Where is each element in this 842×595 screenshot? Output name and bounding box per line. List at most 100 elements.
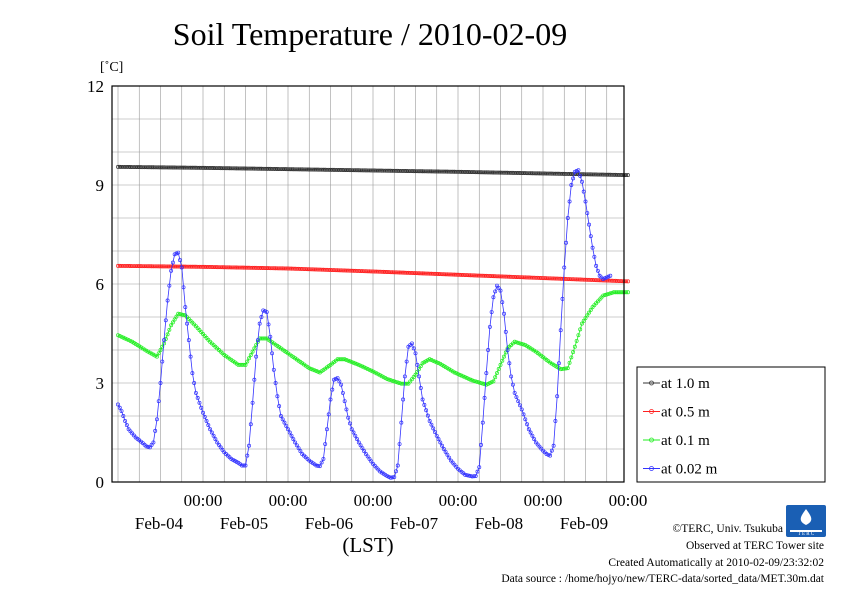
series-point bbox=[496, 286, 501, 291]
y-tick-label: 9 bbox=[96, 176, 105, 195]
series-point bbox=[390, 378, 395, 383]
series-point bbox=[610, 290, 615, 295]
series-point bbox=[404, 381, 409, 386]
series-point bbox=[521, 342, 526, 347]
series-point bbox=[624, 173, 629, 178]
plot-frame bbox=[111, 85, 625, 483]
series-point bbox=[243, 362, 248, 367]
series-point bbox=[165, 332, 170, 337]
series-point bbox=[549, 448, 554, 453]
series-point bbox=[583, 199, 588, 204]
series-point bbox=[518, 341, 522, 346]
series-point bbox=[608, 273, 613, 278]
x-tick-date: Feb-07 bbox=[390, 514, 439, 533]
series-point bbox=[278, 414, 283, 418]
series-point bbox=[340, 390, 345, 395]
series-point bbox=[289, 433, 294, 438]
series-point bbox=[307, 366, 312, 371]
series-point bbox=[571, 350, 576, 355]
series-point bbox=[220, 447, 225, 452]
series-point bbox=[413, 351, 418, 356]
series-point bbox=[243, 463, 248, 468]
series-point bbox=[287, 430, 292, 435]
series-point bbox=[564, 366, 568, 371]
series-point bbox=[415, 369, 420, 374]
series-point bbox=[509, 374, 514, 379]
series-point bbox=[156, 399, 161, 404]
series-point bbox=[155, 417, 159, 422]
series-point bbox=[252, 346, 257, 351]
series-point bbox=[530, 433, 535, 438]
series-point bbox=[470, 474, 475, 479]
series-point bbox=[362, 449, 367, 454]
series-point bbox=[567, 360, 572, 365]
data-source: Data source : /home/hojyo/new/TERC-data/… bbox=[501, 573, 824, 585]
series-point bbox=[411, 346, 416, 351]
series-point bbox=[564, 240, 568, 245]
series-point bbox=[179, 312, 184, 317]
series-point bbox=[475, 380, 480, 384]
series-point bbox=[392, 475, 397, 479]
series-point bbox=[502, 311, 506, 316]
series-point bbox=[495, 283, 499, 288]
series-point bbox=[427, 419, 432, 423]
series-point bbox=[167, 327, 172, 332]
series-point bbox=[510, 382, 515, 387]
series-point bbox=[424, 408, 429, 413]
created-timestamp: Created Automatically at 2010-02-09/23:3… bbox=[608, 557, 824, 569]
series-point bbox=[263, 336, 267, 341]
x-tick-date: Feb-06 bbox=[305, 514, 353, 533]
series-point bbox=[436, 437, 441, 442]
x-tick-time: 00:00 bbox=[184, 491, 223, 510]
series-point bbox=[468, 474, 473, 478]
series-point bbox=[410, 341, 414, 346]
series-point bbox=[197, 400, 202, 405]
series-point bbox=[193, 390, 198, 395]
series-point bbox=[323, 442, 328, 446]
series-point bbox=[160, 344, 165, 349]
series-point bbox=[585, 313, 590, 318]
series-point bbox=[588, 234, 593, 239]
series-point bbox=[415, 362, 420, 367]
terc-logo: T E R C bbox=[786, 505, 826, 537]
series-point bbox=[526, 427, 531, 432]
series-point bbox=[397, 442, 402, 446]
series-point bbox=[624, 279, 629, 284]
series-point bbox=[241, 362, 246, 367]
series-point bbox=[206, 423, 211, 428]
series-point bbox=[417, 367, 421, 371]
series-point bbox=[213, 437, 218, 442]
series-point bbox=[466, 473, 471, 478]
series-point bbox=[429, 358, 434, 362]
legend-swatch-marker bbox=[649, 409, 654, 414]
series-point bbox=[369, 459, 374, 464]
series-point bbox=[519, 342, 524, 346]
series-point bbox=[556, 361, 561, 366]
series-point bbox=[493, 375, 498, 380]
series-point bbox=[282, 420, 287, 425]
y-tick-label: 6 bbox=[96, 275, 105, 294]
series-point bbox=[199, 405, 204, 410]
series-point bbox=[211, 433, 216, 438]
series-point bbox=[186, 338, 191, 343]
series-point bbox=[578, 327, 583, 332]
series-point bbox=[201, 410, 205, 415]
series-point bbox=[558, 328, 563, 333]
series-point bbox=[346, 415, 351, 420]
series-point bbox=[521, 412, 526, 417]
series-point bbox=[569, 183, 574, 187]
series-point bbox=[482, 382, 487, 387]
legend-label: at 0.1 m bbox=[661, 433, 710, 449]
x-tick-date: Feb-05 bbox=[220, 514, 268, 533]
series-point bbox=[471, 378, 476, 383]
series-point bbox=[473, 474, 478, 479]
series-point bbox=[179, 265, 184, 270]
series-point bbox=[560, 366, 565, 371]
series-point bbox=[117, 405, 122, 410]
series-point bbox=[601, 293, 606, 298]
series-point bbox=[252, 377, 257, 382]
series-point bbox=[523, 417, 528, 422]
series-point bbox=[431, 358, 436, 363]
grid bbox=[112, 86, 624, 482]
series-point bbox=[487, 324, 492, 329]
